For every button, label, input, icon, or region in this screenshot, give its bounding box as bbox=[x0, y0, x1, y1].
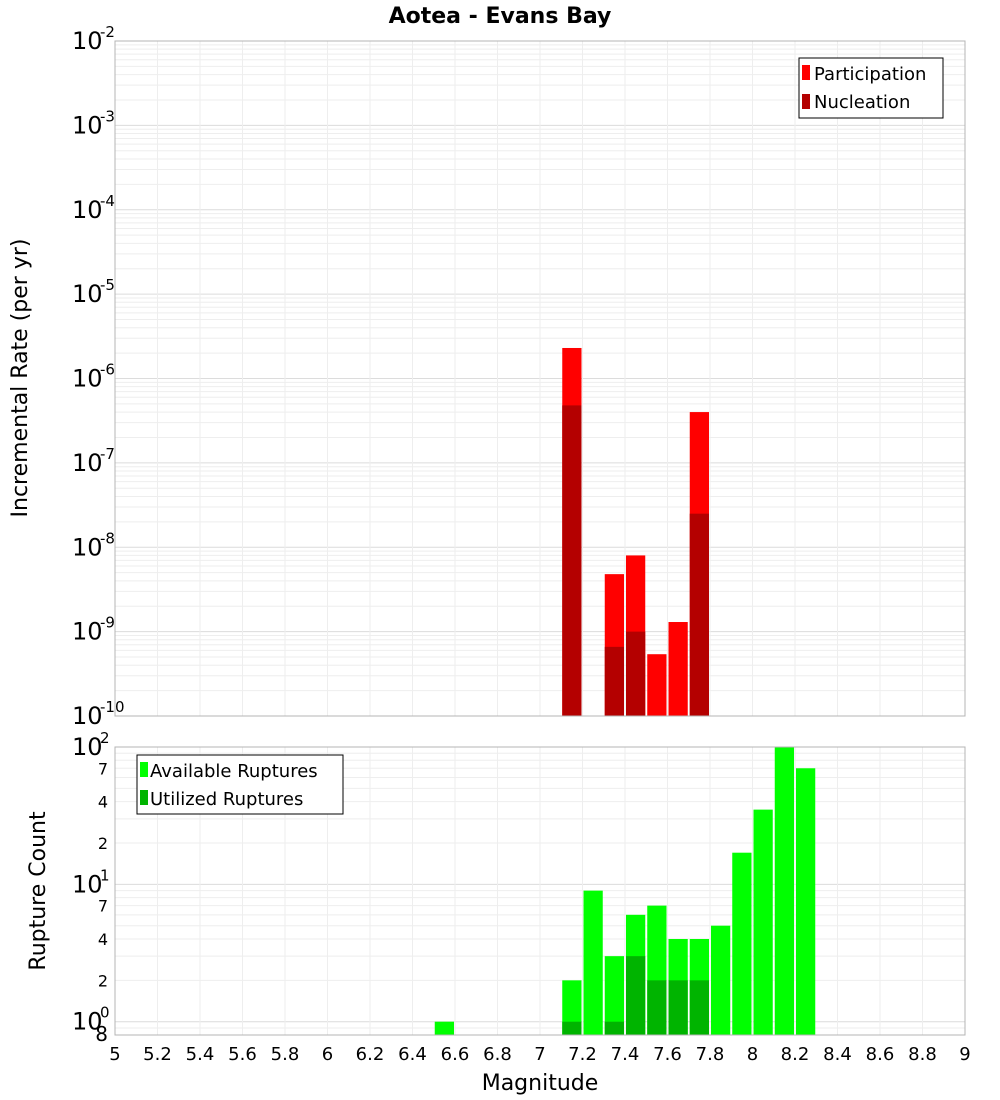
top-y-tick-exponent: -2 bbox=[100, 23, 115, 41]
x-tick-label: 8.6 bbox=[866, 1044, 895, 1065]
legend-swatch-utilized-ruptures bbox=[140, 790, 148, 805]
legend-label-utilized-ruptures: Utilized Ruptures bbox=[150, 789, 303, 810]
x-tick-label: 7.6 bbox=[653, 1044, 682, 1065]
top-y-tick-label: 10 bbox=[72, 27, 103, 55]
available-ruptures-bar bbox=[796, 768, 816, 1035]
bottom-y-tick-exponent: 2 bbox=[100, 729, 110, 747]
legend-swatch-available-ruptures bbox=[140, 762, 148, 777]
x-tick-labels: 5 5.2 5.4 5.6 5.8 6 6.2 6.4 6.6 6.8 7 7.2 7.4 7.6 7.8 8… bbox=[109, 1044, 970, 1065]
top-legend-box bbox=[798, 57, 944, 119]
top-y-tick-label: 10 bbox=[72, 280, 103, 308]
bottom-y-minor-tick-label: 7 bbox=[98, 759, 108, 778]
bottom-y-minor-tick-label: 8 bbox=[95, 1022, 108, 1046]
top-plot-frame bbox=[114, 40, 966, 717]
x-tick-label: 6.2 bbox=[356, 1044, 385, 1065]
top-y-tick-exponent: -7 bbox=[100, 445, 115, 463]
legend-label-available-ruptures: Available Ruptures bbox=[150, 761, 318, 782]
bottom-y-tick-label: 10 bbox=[72, 733, 103, 761]
legend-swatch-nucleation bbox=[802, 94, 810, 109]
x-tick-label: 5.2 bbox=[143, 1044, 172, 1065]
top-y-tick-label: 10 bbox=[72, 449, 103, 477]
x-tick-label: 7.4 bbox=[611, 1044, 640, 1065]
x-tick-label: 9 bbox=[959, 1044, 970, 1065]
available-ruptures-bar bbox=[774, 747, 794, 1035]
top-y-tick-label: 10 bbox=[72, 533, 103, 561]
bottom-legend: Available Ruptures Utilized Ruptures bbox=[136, 754, 344, 815]
bottom-y-axis-label: Rupture Count bbox=[26, 811, 51, 971]
bottom-y-minor-tick-label: 4 bbox=[98, 793, 108, 812]
top-y-tick-label: 10 bbox=[72, 702, 103, 730]
bottom-bars bbox=[434, 747, 816, 1035]
top-y-tick-label: 10 bbox=[72, 618, 103, 646]
bottom-y-minor-tick-label: 4 bbox=[98, 930, 108, 949]
x-tick-label: 8.8 bbox=[908, 1044, 937, 1065]
legend-label-participation: Participation bbox=[814, 64, 926, 85]
x-tick-label: 8.4 bbox=[823, 1044, 852, 1065]
bottom-legend-box bbox=[136, 754, 344, 815]
participation-bar bbox=[647, 654, 667, 716]
top-bars bbox=[562, 347, 709, 716]
top-y-tick-label: 10 bbox=[72, 196, 103, 224]
x-tick-label: 5.4 bbox=[186, 1044, 215, 1065]
top-y-axis-label: Incremental Rate (per yr) bbox=[8, 239, 33, 518]
chart-title: Aotea - Evans Bay bbox=[389, 4, 612, 29]
available-ruptures-bar bbox=[711, 925, 731, 1035]
bottom-y-tick-exponent: 1 bbox=[100, 866, 110, 884]
available-ruptures-bar bbox=[583, 890, 603, 1035]
top-y-tick-label: 10 bbox=[72, 111, 103, 139]
bottom-y-tick-exponent: 0 bbox=[100, 1004, 110, 1022]
legend-swatch-participation bbox=[802, 65, 810, 80]
utilized-ruptures-bar bbox=[689, 980, 709, 1035]
nucleation-bar bbox=[604, 646, 624, 716]
top-y-tick-exponent: -3 bbox=[100, 107, 115, 125]
bottom-y-tick-label: 10 bbox=[72, 870, 103, 898]
top-legend: Participation Nucleation bbox=[798, 57, 944, 119]
top-y-tick-exponent: -4 bbox=[100, 192, 115, 210]
nucleation-bar bbox=[689, 513, 709, 716]
top-y-tick-label: 10 bbox=[72, 365, 103, 393]
legend-label-nucleation: Nucleation bbox=[814, 92, 910, 113]
available-ruptures-bar bbox=[434, 1021, 454, 1035]
bottom-y-minor-tick-label: 2 bbox=[98, 834, 108, 853]
utilized-ruptures-bar bbox=[626, 956, 646, 1035]
x-tick-label: 8 bbox=[747, 1044, 758, 1065]
x-tick-label: 5 bbox=[109, 1044, 120, 1065]
x-tick-label: 5.6 bbox=[228, 1044, 257, 1065]
available-ruptures-bar bbox=[604, 956, 624, 1035]
top-y-tick-exponent: -5 bbox=[100, 276, 115, 294]
available-ruptures-bar bbox=[562, 980, 582, 1035]
top-gridlines bbox=[114, 41, 966, 717]
utilized-ruptures-bar bbox=[562, 1021, 582, 1035]
x-tick-label: 6.4 bbox=[398, 1044, 427, 1065]
bottom-y-minor-tick-label: 2 bbox=[98, 971, 108, 990]
top-y-tick-exponent: -9 bbox=[100, 614, 115, 632]
x-tick-label: 6.8 bbox=[483, 1044, 512, 1065]
available-ruptures-bar bbox=[732, 852, 752, 1035]
x-axis-label: Magnitude bbox=[482, 1071, 599, 1096]
x-tick-label: 5.8 bbox=[271, 1044, 300, 1065]
bottom-y-tick-label: 10 bbox=[72, 1008, 103, 1036]
x-tick-label: 8.2 bbox=[781, 1044, 810, 1065]
x-tick-label: 7.2 bbox=[568, 1044, 597, 1065]
participation-bar bbox=[668, 622, 688, 716]
available-ruptures-bar bbox=[753, 809, 773, 1035]
utilized-ruptures-bar bbox=[647, 980, 667, 1035]
nucleation-bar bbox=[626, 631, 646, 716]
utilized-ruptures-bar bbox=[604, 1021, 624, 1035]
top-y-tick-exponent: -6 bbox=[100, 361, 115, 379]
x-tick-label: 6 bbox=[322, 1044, 333, 1065]
x-tick-label: 7.8 bbox=[696, 1044, 725, 1065]
x-tick-label: 6.6 bbox=[441, 1044, 470, 1065]
top-y-tick-exponent: -8 bbox=[100, 529, 115, 547]
x-tick-label: 7 bbox=[534, 1044, 545, 1065]
bottom-plot-frame bbox=[114, 746, 966, 1036]
bottom-y-minor-tick-label: 7 bbox=[98, 897, 108, 916]
nucleation-bar bbox=[562, 405, 582, 716]
utilized-ruptures-bar bbox=[668, 980, 688, 1035]
top-y-tick-exponent: -10 bbox=[100, 698, 125, 716]
